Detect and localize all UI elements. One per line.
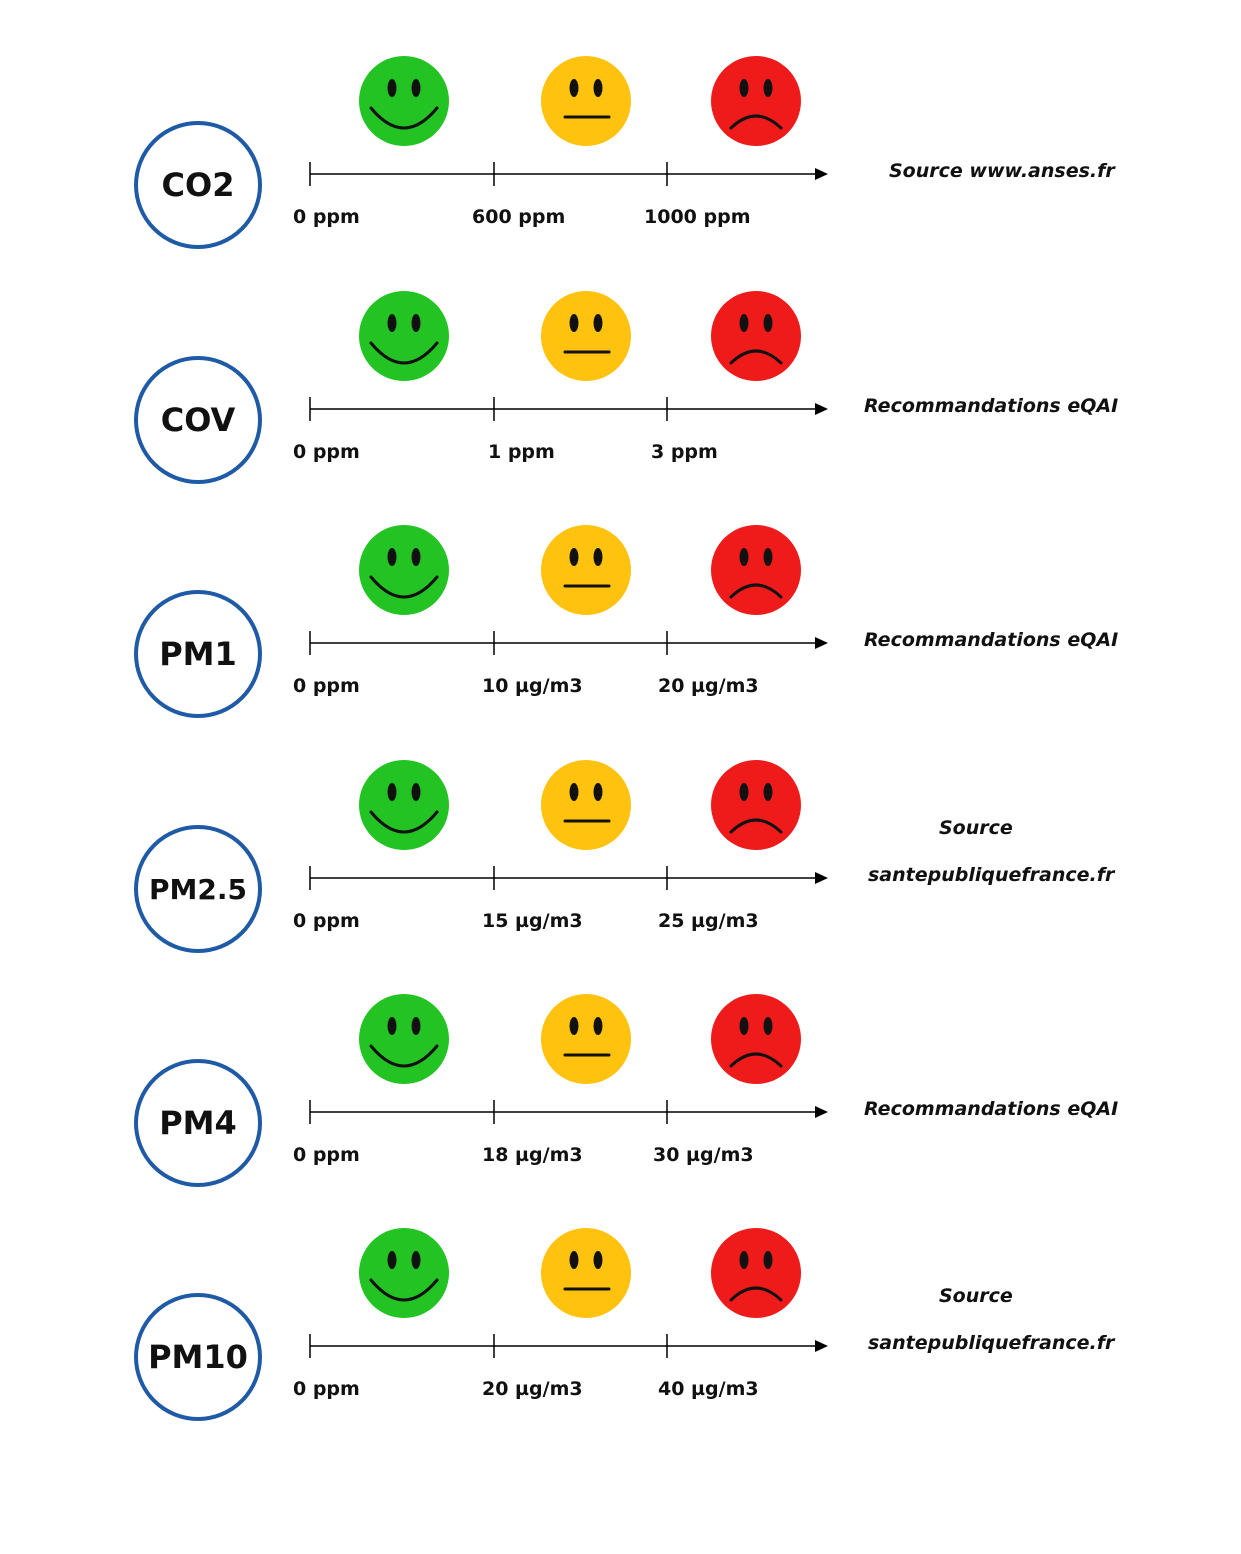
indicator-name: COV xyxy=(160,401,236,439)
threshold-label: 20 µg/m3 xyxy=(658,675,759,697)
neutral-face-icon xyxy=(541,56,631,146)
source-text: Source www.anses.fr xyxy=(889,160,1115,182)
arrow-head-icon xyxy=(815,1340,828,1352)
scale-axis xyxy=(309,1334,828,1358)
arrow-head-icon xyxy=(815,403,828,415)
threshold-label: 0 ppm xyxy=(293,675,360,697)
threshold-label: 1 ppm xyxy=(488,441,555,463)
source-text: Recommandations eQAI xyxy=(864,395,1119,417)
source-text: santepubliquefrance.fr xyxy=(868,1332,1115,1354)
scale-axis xyxy=(309,866,828,890)
neutral-face-icon xyxy=(541,291,631,381)
threshold-label: 30 µg/m3 xyxy=(653,1144,754,1166)
scale-axis xyxy=(309,631,828,655)
scale-axis xyxy=(309,162,828,186)
scale-axis xyxy=(309,397,828,421)
arrow-head-icon xyxy=(815,1106,828,1118)
threshold-label: 20 µg/m3 xyxy=(482,1378,583,1400)
indicator-name: PM10 xyxy=(148,1338,248,1376)
happy-face-icon xyxy=(359,1228,449,1318)
threshold-label: 0 ppm xyxy=(293,206,360,228)
arrow-head-icon xyxy=(815,872,828,884)
threshold-label: 1000 ppm xyxy=(644,206,751,228)
source-text: Source xyxy=(939,817,1013,839)
threshold-label: 0 ppm xyxy=(293,910,360,932)
threshold-label: 0 ppm xyxy=(293,441,360,463)
indicator-badge: PM2.5 xyxy=(134,825,262,953)
indicator-name: PM1 xyxy=(159,635,237,673)
source-text: Recommandations eQAI xyxy=(864,1098,1119,1120)
threshold-label: 0 ppm xyxy=(293,1378,360,1400)
happy-face-icon xyxy=(359,291,449,381)
indicator-name: PM4 xyxy=(159,1104,237,1142)
indicator-badge: PM4 xyxy=(134,1059,262,1187)
sad-face-icon xyxy=(711,56,801,146)
source-text: Recommandations eQAI xyxy=(864,629,1119,651)
neutral-face-icon xyxy=(541,525,631,615)
indicator-row: CO2 0 ppm 600 ppm 1000 ppm Source www.anses.… xyxy=(0,0,1241,249)
sad-face-icon xyxy=(711,525,801,615)
indicator-badge: PM1 xyxy=(134,590,262,718)
threshold-label: 25 µg/m3 xyxy=(658,910,759,932)
indicator-name: CO2 xyxy=(161,166,235,204)
source-text: santepubliquefrance.fr xyxy=(868,864,1115,886)
happy-face-icon xyxy=(359,56,449,146)
indicator-badge: CO2 xyxy=(134,121,262,249)
indicator-badge: PM10 xyxy=(134,1293,262,1421)
indicator-row: PM10 0 ppm 20 µg/m3 40 µg/m3 Source santepubl… xyxy=(0,1172,1241,1421)
threshold-label: 40 µg/m3 xyxy=(658,1378,759,1400)
sad-face-icon xyxy=(711,1228,801,1318)
threshold-label: 15 µg/m3 xyxy=(482,910,583,932)
indicator-row: COV 0 ppm 1 ppm 3 ppm Recommandations eQAI xyxy=(0,235,1241,484)
sad-face-icon xyxy=(711,994,801,1084)
sad-face-icon xyxy=(711,291,801,381)
arrow-head-icon xyxy=(815,637,828,649)
source-text: Source xyxy=(939,1285,1013,1307)
indicator-row: PM4 0 ppm 18 µg/m3 30 µg/m3 Recommandations … xyxy=(0,938,1241,1187)
threshold-label: 3 ppm xyxy=(651,441,718,463)
threshold-label: 18 µg/m3 xyxy=(482,1144,583,1166)
neutral-face-icon xyxy=(541,760,631,850)
happy-face-icon xyxy=(359,525,449,615)
threshold-label: 0 ppm xyxy=(293,1144,360,1166)
indicator-badge: COV xyxy=(134,356,262,484)
neutral-face-icon xyxy=(541,994,631,1084)
threshold-label: 600 ppm xyxy=(472,206,566,228)
sad-face-icon xyxy=(711,760,801,850)
indicator-name: PM2.5 xyxy=(149,872,247,906)
indicator-row: PM2.5 0 ppm 15 µg/m3 25 µg/m3 Source santepub… xyxy=(0,704,1241,953)
happy-face-icon xyxy=(359,760,449,850)
scale-axis xyxy=(309,1100,828,1124)
arrow-head-icon xyxy=(815,168,828,180)
indicator-row: PM1 0 ppm 10 µg/m3 20 µg/m3 Recommandations … xyxy=(0,469,1241,718)
threshold-label: 10 µg/m3 xyxy=(482,675,583,697)
neutral-face-icon xyxy=(541,1228,631,1318)
happy-face-icon xyxy=(359,994,449,1084)
